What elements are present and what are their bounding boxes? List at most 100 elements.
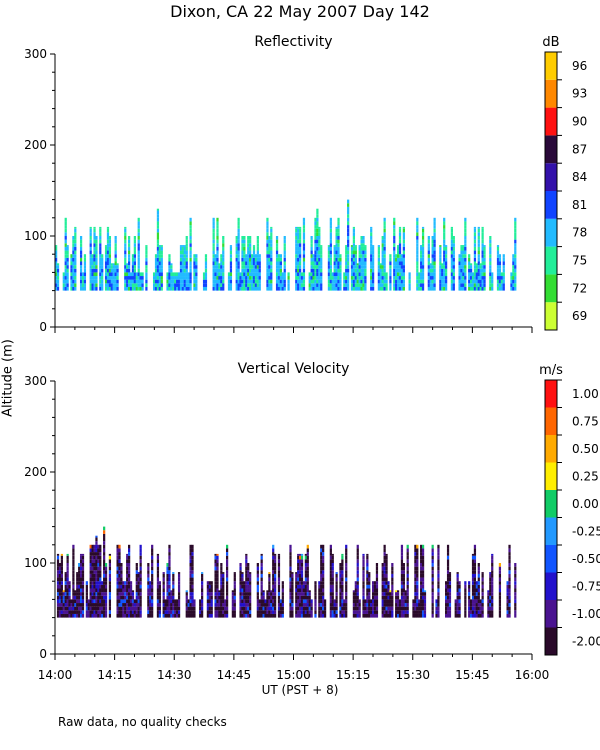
velocity-cell bbox=[471, 588, 475, 593]
reflectivity-cell bbox=[126, 276, 129, 280]
velocity-cell bbox=[477, 595, 480, 600]
velocity-cell bbox=[164, 603, 167, 607]
reflectivity-cell bbox=[172, 286, 175, 291]
reflectivity-cell bbox=[402, 254, 405, 258]
reflectivity-y-tick-label: 200 bbox=[24, 138, 47, 152]
velocity-cell bbox=[222, 584, 225, 589]
velocity-cell bbox=[120, 570, 123, 574]
reflectivity-cell bbox=[128, 265, 131, 269]
reflectivity-cell bbox=[377, 250, 380, 255]
velocity-cell bbox=[156, 563, 160, 567]
reflectivity-cell bbox=[362, 265, 365, 269]
velocity-cell bbox=[174, 606, 177, 611]
reflectivity-cell bbox=[189, 236, 192, 240]
reflectivity-cell bbox=[345, 268, 348, 273]
reflectivity-cell bbox=[283, 257, 286, 262]
reflectivity-cell bbox=[254, 276, 258, 280]
velocity-cell bbox=[95, 610, 98, 614]
velocity-cell bbox=[245, 581, 248, 585]
reflectivity-cell bbox=[316, 208, 319, 211]
velocity-cell bbox=[299, 595, 302, 600]
velocity-cell bbox=[233, 577, 236, 582]
reflectivity-cell bbox=[108, 257, 112, 262]
reflectivity-cell bbox=[320, 265, 323, 269]
reflectivity-cell bbox=[429, 276, 432, 280]
velocity-cell bbox=[479, 613, 482, 618]
velocity-cell bbox=[514, 584, 517, 589]
reflectivity-cell bbox=[268, 272, 271, 277]
reflectivity-cell bbox=[433, 272, 436, 277]
reflectivity-cell bbox=[445, 283, 448, 287]
velocity-cell bbox=[314, 584, 317, 589]
reflectivity-cell bbox=[79, 257, 83, 262]
velocity-cell bbox=[89, 595, 92, 600]
velocity-cell bbox=[416, 563, 419, 567]
reflectivity-cell bbox=[310, 236, 313, 240]
reflectivity-cell bbox=[433, 243, 436, 247]
velocity-cell bbox=[93, 610, 96, 614]
velocity-cell bbox=[239, 570, 242, 574]
reflectivity-cell bbox=[450, 272, 453, 277]
reflectivity-cell bbox=[398, 286, 402, 291]
reflectivity-cell bbox=[462, 286, 465, 291]
velocity-cell bbox=[131, 613, 135, 618]
reflectivity-cell bbox=[72, 283, 75, 287]
velocity-cell bbox=[91, 610, 94, 614]
velocity-cell bbox=[118, 559, 121, 563]
velocity-cell bbox=[126, 610, 129, 614]
velocity-cell bbox=[147, 613, 150, 618]
velocity-cell bbox=[76, 573, 79, 578]
velocity-cell bbox=[210, 606, 213, 611]
velocity-cell bbox=[314, 581, 317, 585]
velocity-cell bbox=[331, 563, 334, 567]
velocity-cell bbox=[300, 603, 304, 607]
velocity-cell bbox=[300, 595, 304, 600]
reflectivity-cell bbox=[327, 272, 331, 277]
velocity-cell bbox=[335, 573, 338, 578]
reflectivity-cell bbox=[402, 250, 405, 255]
velocity-cell bbox=[78, 599, 81, 604]
velocity-cell bbox=[185, 599, 188, 604]
velocity-cell bbox=[400, 581, 404, 585]
velocity-cell bbox=[118, 610, 121, 614]
reflectivity-cell bbox=[458, 283, 461, 287]
reflectivity-cell bbox=[310, 272, 313, 277]
velocity-cell bbox=[108, 553, 112, 556]
velocity-cell bbox=[58, 599, 62, 604]
velocity-cell bbox=[358, 613, 361, 618]
reflectivity-cell bbox=[354, 245, 357, 247]
reflectivity-cell bbox=[277, 265, 281, 269]
velocity-cell bbox=[335, 595, 338, 600]
reflectivity-cell bbox=[212, 250, 215, 255]
velocity-cell bbox=[103, 559, 106, 563]
reflectivity-cell bbox=[114, 239, 117, 244]
velocity-cell bbox=[214, 553, 217, 556]
reflectivity-cell bbox=[302, 239, 306, 244]
reflectivity-cell bbox=[383, 286, 386, 291]
reflectivity-cell bbox=[241, 257, 244, 262]
velocity-cell bbox=[464, 592, 467, 596]
reflectivity-cell bbox=[431, 239, 434, 244]
reflectivity-cell bbox=[364, 279, 367, 284]
velocity-cell bbox=[446, 603, 450, 607]
reflectivity-cell bbox=[168, 265, 171, 269]
velocity-cell bbox=[381, 613, 384, 618]
velocity-cell bbox=[498, 563, 502, 567]
velocity-cell bbox=[172, 581, 175, 585]
reflectivity-cell bbox=[337, 221, 340, 226]
reflectivity-cell bbox=[329, 279, 332, 284]
velocity-cell bbox=[329, 552, 332, 556]
velocity-cell bbox=[356, 595, 359, 600]
reflectivity-cell bbox=[420, 268, 423, 273]
velocity-cell bbox=[122, 603, 125, 607]
velocity-cell bbox=[220, 610, 223, 614]
reflectivity-cell bbox=[452, 254, 455, 258]
velocity-cell bbox=[473, 613, 477, 618]
velocity-cell bbox=[122, 584, 125, 589]
velocity-cell bbox=[95, 537, 98, 542]
reflectivity-cell bbox=[398, 250, 402, 255]
velocity-cell bbox=[162, 613, 165, 618]
reflectivity-cell bbox=[74, 236, 77, 240]
velocity-cell bbox=[220, 613, 223, 618]
